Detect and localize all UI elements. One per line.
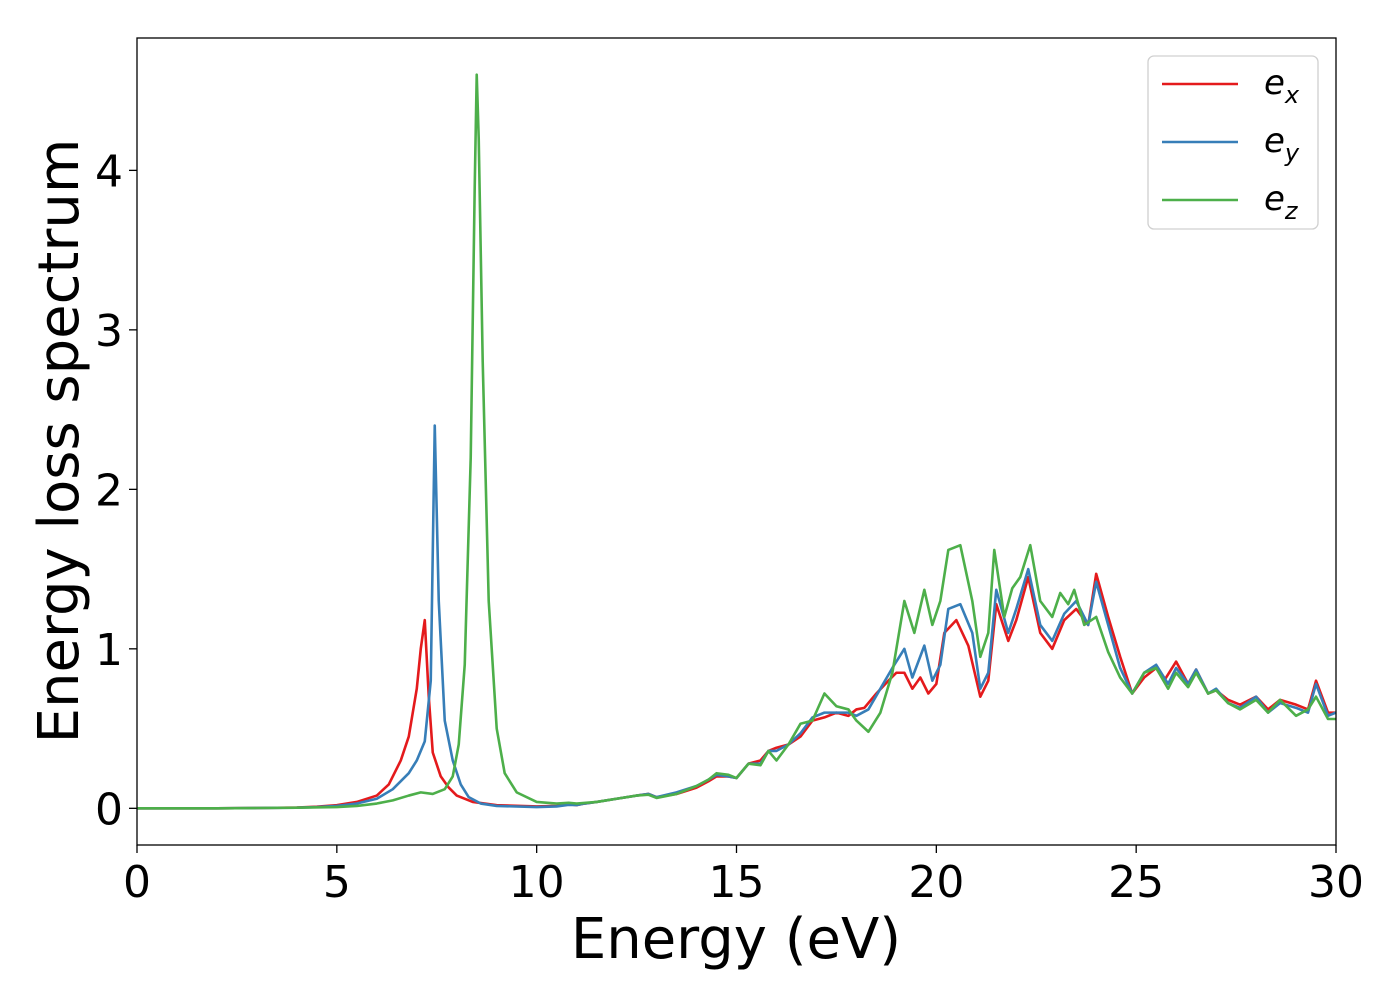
x-tick-label: 25: [1108, 857, 1164, 908]
x-axis-ticks: 0 5 10 15 20 25 30: [123, 845, 1364, 908]
x-tick-label: 15: [709, 857, 765, 908]
y-axis-label: Energy loss spectrum: [27, 139, 92, 744]
x-tick-label: 5: [323, 857, 351, 908]
legend-label-y: ey: [1264, 121, 1300, 167]
y-tick-label: 2: [95, 465, 123, 516]
y-tick-label: 0: [95, 784, 123, 835]
x-tick-label: 20: [908, 857, 964, 908]
series-line-z: [137, 73, 1336, 810]
legend: ex ey ez: [1147, 55, 1319, 230]
plot-area: [137, 73, 1336, 810]
y-tick-label: 1: [95, 625, 123, 676]
y-tick-label: 4: [95, 146, 123, 197]
y-tick-label: 3: [95, 306, 123, 357]
series-line-y: [137, 424, 1336, 810]
legend-label-x: ex: [1264, 63, 1300, 109]
x-axis-label: Energy (eV): [571, 907, 901, 972]
x-tick-label: 0: [123, 857, 151, 908]
x-tick-label: 30: [1308, 857, 1364, 908]
x-tick-label: 10: [509, 857, 565, 908]
y-axis-ticks: 0 1 2 3 4: [95, 146, 137, 835]
legend-label-z: ez: [1264, 179, 1299, 225]
